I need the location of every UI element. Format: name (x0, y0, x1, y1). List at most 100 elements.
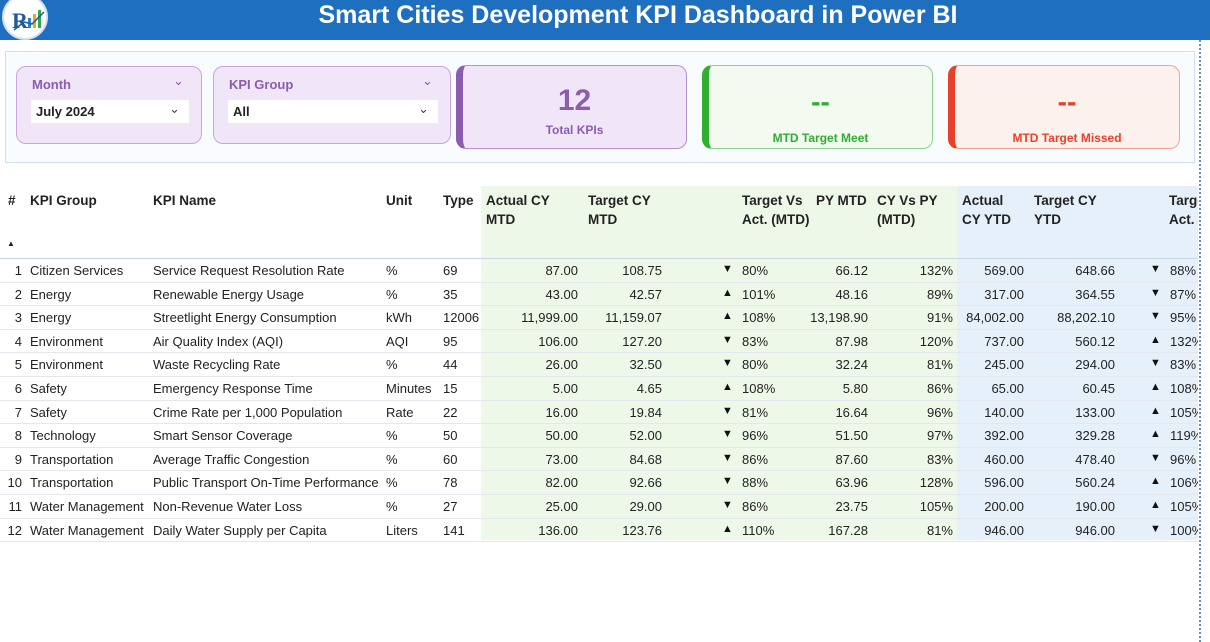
cell-index: 5 (14, 357, 22, 373)
month-dropdown[interactable]: July 2024 ⌄ (31, 100, 189, 123)
mtd-column-band (481, 186, 957, 540)
cell-target-vs-act-ytd: 119% (1170, 428, 1198, 444)
cell-py-mtd: 23.75 (835, 499, 868, 514)
table-row[interactable]: 8 Technology Smart Sensor Coverage% 50 50.00… (0, 424, 1198, 448)
dashboard-title: Smart Cities Development KPI Dashboard i… (318, 1, 958, 29)
trend-indicator-icon: ▲ (1150, 499, 1161, 511)
cell-actual-cy-mtd: 50.00 (545, 428, 578, 444)
cell-actual-cy-mtd: 136.00 (538, 522, 578, 538)
kpi-group-slicer[interactable]: KPI Group ⌄ All ⌄ (213, 66, 451, 144)
cell-type: 44 (443, 357, 458, 373)
table-row[interactable]: 4 Environment Air Quality Index (AQI) AQI 95… (0, 330, 1198, 354)
cell-target-cy-ytd: 88,202.10 (1057, 310, 1115, 326)
trend-indicator-icon: ▲ (722, 286, 733, 299)
cell-unit: % (386, 475, 398, 491)
cell-actual-cy-mtd: 106.00 (538, 333, 578, 349)
dropdown-chevron-icon[interactable]: ⌄ (418, 101, 429, 116)
cell-actual-cy-mtd: 87.00 (545, 263, 578, 278)
trend-indicator-icon: ▼ (1150, 522, 1161, 535)
cell-target-cy-mtd: 92.66 (629, 475, 662, 491)
col-header-target-cy-ytd[interactable]: Target CY YTD (1034, 193, 1097, 227)
trend-indicator-icon: ▲ (722, 310, 733, 323)
col-header-index[interactable]: # (8, 193, 16, 208)
cell-type: 22 (443, 404, 458, 420)
cell-unit: AQI (386, 333, 409, 349)
cell-target-vs-act-mtd: 86% (742, 451, 769, 467)
cell-target-vs-act-mtd: 88% (742, 475, 769, 491)
cell-target-cy-mtd: 123.76 (622, 522, 662, 538)
col-header-actual-cy-ytd[interactable]: Actual CY YTD (962, 193, 1012, 227)
table-row[interactable]: 6 Safety Emergency Response Time Minutes 15 5… (0, 377, 1198, 401)
cell-kpi-group: Energy (30, 310, 72, 326)
cell-kpi-name: Renewable Energy Usage (153, 286, 305, 302)
sort-ascending-icon[interactable]: ▲ (7, 239, 15, 248)
month-slicer[interactable]: Month ⌄ July 2024 ⌄ (16, 66, 202, 144)
cell-cy-vs-py-mtd: 83% (926, 451, 953, 467)
mtd-target-met-value: -- (811, 86, 830, 117)
table-row[interactable]: 1 Citizen Services Service Request Resolut… (0, 259, 1198, 283)
cell-target-vs-act-mtd: 96% (742, 428, 769, 444)
cell-kpi-name: Non-Revenue Water Loss (153, 499, 303, 514)
mtd-target-missed-value: -- (1057, 86, 1077, 117)
col-header-type[interactable]: Type (443, 193, 474, 208)
chevron-down-icon[interactable]: ⌄ (422, 73, 433, 88)
col-header-kpi-name[interactable]: KPI Name (153, 193, 217, 208)
cell-target-vs-act-mtd: 110% (742, 522, 775, 538)
cell-target-vs-act-ytd: 88% (1170, 263, 1197, 278)
cell-unit: Minutes (386, 381, 432, 396)
cell-index: 8 (14, 428, 22, 444)
cell-kpi-group: Water Management (30, 499, 144, 514)
cell-py-mtd: 13,198.90 (810, 310, 868, 326)
col-header-unit[interactable]: Unit (386, 193, 413, 208)
cell-actual-cy-ytd: 596.00 (984, 475, 1024, 491)
cell-type: 27 (443, 499, 458, 514)
cell-target-cy-ytd: 190.00 (1075, 499, 1115, 514)
cell-kpi-name: Average Traffic Congestion (153, 451, 310, 467)
cell-target-cy-ytd: 294.00 (1075, 357, 1115, 373)
cell-target-vs-act-ytd: 105% (1170, 499, 1198, 514)
cell-target-cy-ytd: 133.00 (1075, 404, 1115, 420)
cell-target-cy-ytd: 60.45 (1082, 381, 1115, 396)
cell-cy-vs-py-mtd: 132% (919, 263, 953, 278)
col-header-cy-vs-py-mtd[interactable]: CY Vs PY (MTD) (877, 193, 938, 227)
trend-indicator-icon: ▼ (1150, 286, 1161, 299)
table-row[interactable]: 10 Transportation Public Transport On-Time… (0, 471, 1198, 495)
table-row[interactable]: 9 Transportation Average Traffic Congestio… (0, 448, 1198, 472)
cell-target-cy-ytd: 560.12 (1075, 333, 1115, 349)
col-header-target-cy-mtd[interactable]: Target CY MTD (588, 193, 651, 227)
cell-actual-cy-mtd: 5.00 (552, 381, 578, 396)
col-header-py-mtd[interactable]: PY MTD (816, 193, 867, 208)
trend-indicator-icon: ▼ (1150, 451, 1161, 464)
dropdown-chevron-icon[interactable]: ⌄ (169, 101, 180, 116)
table-row[interactable]: 5 Environment Waste Recycling Rate% 44 26.00… (0, 353, 1198, 377)
col-header-kpi-group[interactable]: KPI Group (30, 193, 97, 208)
table-row[interactable]: 11 Water Management Non-Revenue Water Loss… (0, 495, 1198, 519)
col-header-target-vs-act-mtd[interactable]: Target Vs Act. (MTD) (742, 193, 810, 227)
col-header-target-vs-act-ytd[interactable]: Target Vs Act. (YTD) (1169, 193, 1198, 227)
cell-cy-vs-py-mtd: 91% (926, 310, 953, 326)
cell-target-vs-act-mtd: 101% (742, 286, 776, 302)
trend-indicator-icon: ▼ (722, 263, 733, 275)
kpi-group-slicer-label: KPI Group (229, 77, 294, 92)
kpi-group-dropdown[interactable]: All ⌄ (228, 100, 438, 123)
table-row[interactable]: 12 Water Management Daily Water Supply per… (0, 519, 1198, 542)
table-row[interactable]: 7 Safety Crime Rate per 1,000 Population Ra… (0, 401, 1198, 425)
page-edge-divider (1199, 40, 1210, 642)
cell-target-cy-mtd: 32.50 (629, 357, 662, 373)
cell-py-mtd: 16.64 (835, 404, 868, 420)
table-row[interactable]: 2 Energy Renewable Energy Usage% 35 43.00 42.… (0, 283, 1198, 307)
trend-indicator-icon: ▲ (1150, 428, 1161, 441)
cell-py-mtd: 51.50 (835, 428, 868, 444)
total-kpis-card: 12 Total KPIs (456, 65, 687, 149)
trend-indicator-icon: ▲ (722, 381, 733, 393)
cell-actual-cy-ytd: 737.00 (984, 333, 1024, 349)
cell-cy-vs-py-mtd: 128% (919, 475, 953, 491)
cell-actual-cy-mtd: 82.00 (545, 475, 578, 491)
chevron-down-icon[interactable]: ⌄ (173, 73, 184, 88)
cell-target-cy-ytd: 648.66 (1075, 263, 1115, 278)
table-row[interactable]: 3 Energy Streetlight Energy Consumption kWh… (0, 306, 1198, 330)
month-selected-value: July 2024 (36, 104, 95, 119)
cell-actual-cy-ytd: 946.00 (984, 522, 1024, 538)
cell-target-vs-act-mtd: 80% (742, 263, 769, 278)
col-header-actual-cy-mtd[interactable]: Actual CY MTD (486, 193, 550, 227)
